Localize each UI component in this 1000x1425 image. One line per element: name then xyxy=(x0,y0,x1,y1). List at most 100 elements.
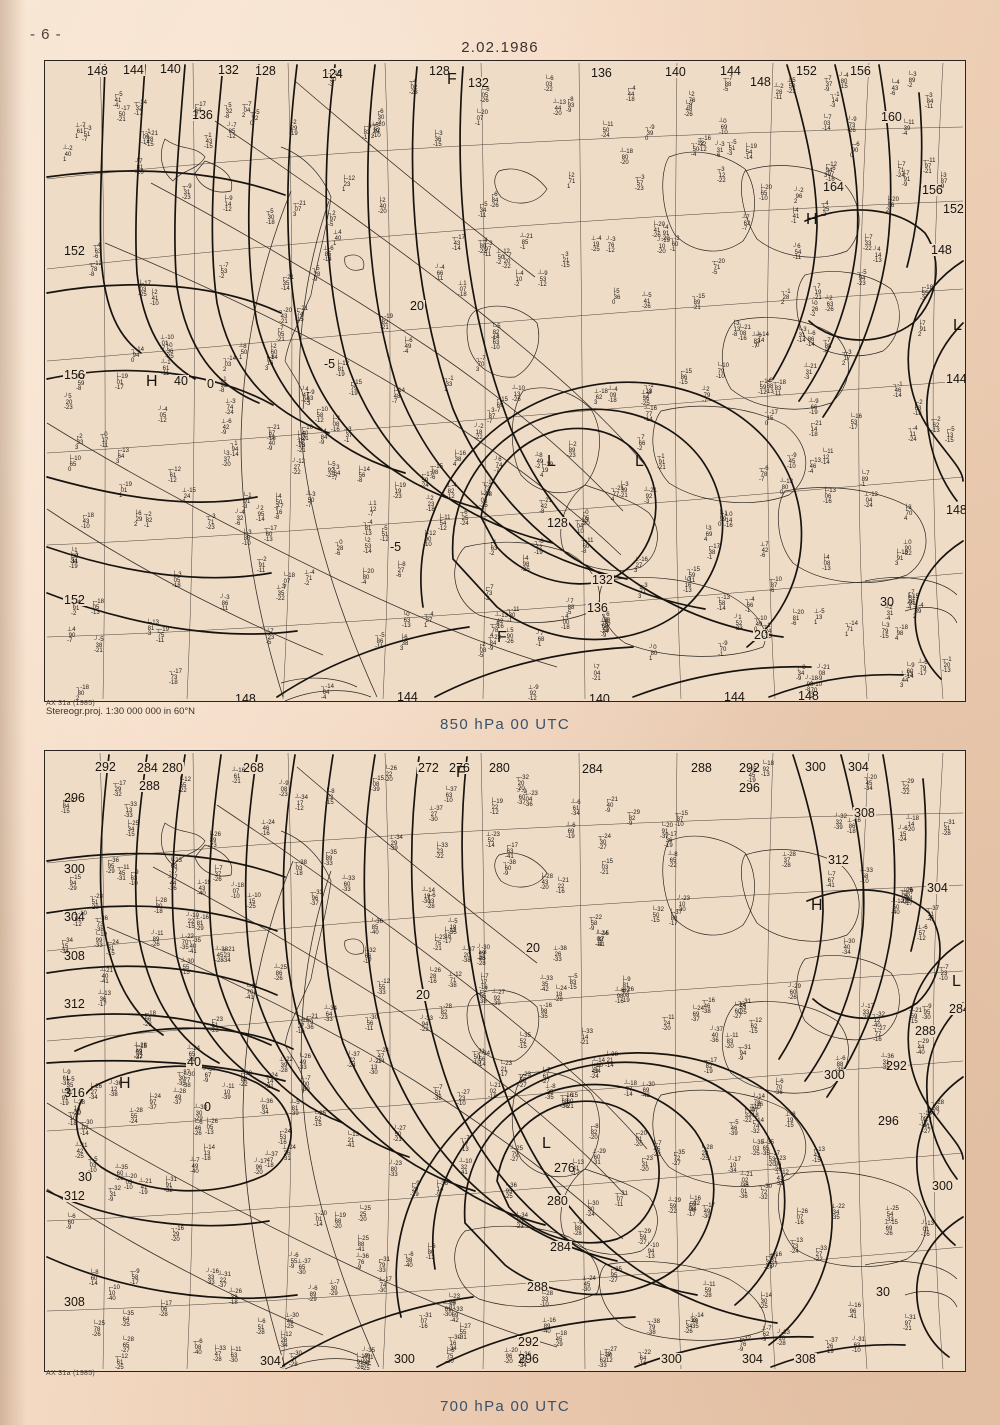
station-plot: ├3 13 -8 xyxy=(732,321,741,339)
station-plot: └-3 89 -2 xyxy=(907,72,917,90)
station-plot: ┬-26 05 -18 xyxy=(900,888,913,906)
contour-label: 272 xyxy=(417,761,440,775)
station-plot: ┌-33 34 -26 xyxy=(684,1318,697,1336)
contour-label: 148 xyxy=(930,243,953,257)
map-frame-700[interactable]: 292 284 280 268 296 288 272 276 280 284 288 292 296 3… xyxy=(44,750,966,1372)
station-plot: ┌-9 43 -3 xyxy=(305,390,315,408)
station-plot: ┬-5 92 0 xyxy=(250,110,260,128)
station-plot: ┌-2 63 -18 xyxy=(913,400,923,418)
station-plot: ┬-37 30 -35 xyxy=(177,1070,190,1088)
station-plot: ┐-15 89 -21 xyxy=(692,294,705,312)
station-plot: ┘-32 32 -39 xyxy=(834,814,847,832)
station-plot: ├-2 34 -19 xyxy=(69,553,79,571)
station-plot: ├-28 43 -20 xyxy=(540,874,553,892)
station-plot: └-13 21 -41 xyxy=(346,1132,359,1150)
station-plot: ⊥-11 83 -20 xyxy=(725,1033,739,1051)
station-plot: ┴-21 59 -15 xyxy=(909,1008,922,1026)
station-plot: ├-26 89 -23 xyxy=(208,832,221,850)
station-plot: ┴-8 65 -22 xyxy=(668,852,678,870)
chart-700: 292 284 280 268 296 288 272 276 280 284 288 292 296 3… xyxy=(44,750,966,1415)
station-plot: ⊥1 12 -7 xyxy=(368,501,377,519)
station-plot: ┌8 93 -9 xyxy=(566,97,575,115)
station-plot: ┬-3 57 -23 xyxy=(635,175,645,193)
station-plot: ┌7 05 -21 xyxy=(276,326,285,344)
station-plot: └-31 97 -21 xyxy=(903,1315,916,1333)
station-plot: ┘7 68 -1 xyxy=(536,631,545,649)
pressure-center: L xyxy=(547,453,556,470)
station-plot: └-20 07 -1 xyxy=(475,110,488,128)
station-plot: ┴-25 79 -27 xyxy=(510,1146,523,1164)
station-plot: └-6 86 -14 xyxy=(806,331,816,349)
station-plot: └-4 43 -6 xyxy=(890,80,900,98)
station-plot: ⊥-4 71 -2 xyxy=(304,570,315,588)
station-plot: ┴-29 59 -22 xyxy=(668,1198,681,1216)
contour-label: 140 xyxy=(159,62,182,76)
station-plot: ┌-23 31 -20 xyxy=(640,1156,653,1174)
contour-label: 308 xyxy=(853,806,876,820)
station-plot: └-23 21 -17 xyxy=(499,1061,512,1079)
station-plot: ⊥-15 24 4 xyxy=(182,488,196,506)
station-plot: ┴-34 17 -12 xyxy=(295,795,308,813)
station-plot: ┴-3 50 -7 xyxy=(306,492,316,510)
station-plot: ┬-11 97 -21 xyxy=(923,158,936,176)
station-plot: ┌-23 96 -28 xyxy=(773,1156,786,1174)
station-plot: ┘6 54 -11 xyxy=(793,244,802,262)
station-plot: ⊥-10 61 -12 xyxy=(73,911,87,929)
station-plot: ┬-30 07 -14 xyxy=(80,1120,93,1138)
contour-label: 292 xyxy=(517,1335,540,1349)
station-plot: ├-31 91 -32 xyxy=(164,1177,177,1195)
station-plot: ┬-33 96 -37 xyxy=(310,890,323,908)
station-plot: ┴-28 49 -37 xyxy=(173,1089,186,1107)
station-plot: └-20 81 -6 xyxy=(791,610,804,628)
station-plot: ┐5 28 -9 xyxy=(312,266,321,284)
station-plot: ⊥-8 25 -35 xyxy=(545,1084,556,1102)
contour-label: 284 xyxy=(549,1240,572,1254)
station-plot: ┴-5 41 -26 xyxy=(642,293,652,311)
station-plot: ┴-6 61 -34 xyxy=(571,800,581,818)
station-plot: └7 04 -21 xyxy=(592,665,601,683)
station-plot: ┐-5 94 -23 xyxy=(857,270,867,288)
station-plot: ┌-10 40 -21 xyxy=(300,425,313,443)
contour-label: 300 xyxy=(393,1352,416,1366)
station-plot: ⊥-4 19 -25 xyxy=(591,236,602,254)
station-plot: ┐-21 77 4 xyxy=(611,486,624,504)
station-plot: ┌-21 74 -15 xyxy=(295,306,308,324)
station-plot: └-6 60 -9 xyxy=(66,1214,76,1232)
station-plot: └2 76 -8 xyxy=(687,92,696,110)
station-plot: ├-10 43 -24 xyxy=(590,1063,603,1081)
station-plot: ┘-2 96 2 xyxy=(794,188,804,206)
station-plot: ┬-4 80 -22 xyxy=(478,238,488,256)
station-plot: ┬-18 83 -11 xyxy=(773,380,786,398)
station-plot: ┬-36 73 -38 xyxy=(95,916,108,934)
station-plot: ├-20 41 -26 xyxy=(652,222,665,240)
station-plot: └-26 28 -16 xyxy=(428,968,441,986)
station-plot: ┴-21 41 -19 xyxy=(139,1179,152,1197)
station-plot: ┌-15 08 -39 xyxy=(371,776,384,794)
contour-label: 30 xyxy=(77,1170,93,1184)
station-plot: ┴-21 92 -3 xyxy=(644,488,657,506)
station-plot: └-21 08 -16 xyxy=(738,325,751,343)
station-plot: ┬-9 58 -17 xyxy=(130,1269,140,1287)
station-plot: ┌-15 79 -19 xyxy=(349,380,362,398)
station-plot: └4 84 -9 xyxy=(319,429,328,447)
station-plot: ⊥0 90 -22 xyxy=(903,540,912,558)
station-plot: ┐-15 60 -21 xyxy=(565,1093,578,1111)
map-frame-850[interactable]: 148 144 140 132 128 124 128 132 136 136 140 144 148 1… xyxy=(44,60,966,702)
contour-label: 292 xyxy=(885,1059,908,1073)
station-plot: ┐-15 59 -11 xyxy=(687,567,700,585)
station-plot: ┘-6 15 -24 xyxy=(898,826,908,844)
station-plot: └-7 03 -14 xyxy=(822,115,832,133)
station-plot: ┬-16 68 -36 xyxy=(560,1093,573,1111)
contour-label: 0 xyxy=(206,377,215,391)
station-plot: ├-13 16 -17 xyxy=(443,928,456,946)
level-label-700: 700 hPa 00 UTC xyxy=(440,1398,570,1415)
contour-label: 152 xyxy=(795,64,818,78)
station-plot: ┐-14 71 1 xyxy=(845,621,858,639)
station-plot: ┐-14 94 0 xyxy=(131,347,144,365)
pressure-center: H xyxy=(806,211,818,228)
station-plot: ┴6 29 2 xyxy=(371,123,380,141)
station-plot: └-23 68 -17 xyxy=(169,858,182,876)
station-plot: └2 53 -14 xyxy=(363,538,372,556)
contour-label: 276 xyxy=(448,761,471,775)
station-plot: ┘-11 10 -39 xyxy=(222,1084,235,1102)
